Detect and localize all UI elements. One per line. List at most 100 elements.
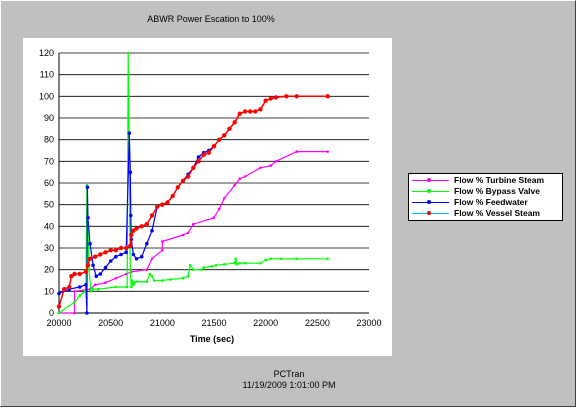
data-point — [200, 268, 203, 272]
data-point — [274, 160, 278, 163]
legend-item-turbine-steam: Flow % Turbine Steam — [409, 175, 562, 186]
data-point — [103, 265, 108, 270]
data-point — [126, 51, 130, 55]
data-point — [148, 272, 152, 276]
data-point — [325, 94, 330, 99]
legend-item-feedwater: Flow % Feedwater — [409, 197, 562, 208]
data-point — [98, 252, 103, 257]
data-point — [269, 164, 273, 167]
y-tick-label: 40 — [44, 221, 54, 231]
legend-item-bypass-valve: Flow % Bypass Valve — [409, 186, 562, 197]
x-axis-label: Time (sec) — [190, 334, 234, 344]
series-bypass-valve — [57, 51, 330, 315]
data-point — [91, 287, 95, 291]
data-point — [132, 283, 135, 287]
data-point — [73, 290, 76, 293]
data-point — [57, 311, 61, 315]
data-point — [170, 193, 175, 199]
data-point — [237, 111, 242, 116]
data-point — [191, 165, 196, 170]
data-point — [73, 300, 76, 304]
data-point — [223, 196, 226, 200]
x-tick-label: 22000 — [253, 318, 278, 328]
data-point — [124, 250, 128, 255]
data-point — [192, 268, 195, 272]
data-point — [214, 264, 218, 267]
data-point — [210, 265, 214, 268]
data-point — [93, 254, 98, 259]
data-point — [235, 263, 238, 266]
legend-marker-vessel-steam — [427, 211, 431, 215]
data-point — [135, 280, 138, 283]
data-point — [223, 263, 226, 266]
data-point — [150, 228, 154, 233]
data-point — [104, 281, 107, 285]
data-point — [57, 291, 61, 296]
data-point — [227, 126, 232, 131]
x-tick-label: 23000 — [356, 318, 381, 328]
data-point — [161, 248, 164, 252]
data-point — [196, 155, 201, 159]
chart-legend: Flow % Turbine Steam Flow % Bypass Valve… — [408, 173, 563, 221]
x-tick-label: 22500 — [305, 318, 330, 328]
y-tick-label: 110 — [40, 70, 54, 80]
data-point — [152, 279, 156, 282]
data-point — [83, 269, 89, 274]
data-point — [202, 266, 205, 269]
legend-label: Flow % Vessel Steam — [454, 208, 540, 218]
data-point — [69, 274, 74, 279]
footer-timestamp: 11/19/2009 1:01:00 PM — [242, 380, 336, 390]
data-point — [129, 268, 132, 272]
data-point — [243, 175, 247, 178]
data-point — [131, 252, 136, 257]
y-tick-label: 90 — [44, 113, 54, 123]
grid — [59, 52, 369, 292]
data-point — [134, 226, 139, 231]
data-point — [243, 261, 247, 265]
data-point — [258, 107, 263, 112]
data-point — [139, 254, 144, 259]
y-tick-label: 120 — [39, 48, 54, 58]
data-point — [161, 279, 164, 282]
data-point — [165, 200, 170, 205]
data-point — [284, 94, 289, 99]
data-point — [155, 204, 160, 209]
data-point — [169, 278, 172, 281]
data-point — [145, 241, 149, 246]
data-point — [91, 263, 95, 268]
data-point — [196, 159, 201, 164]
y-tick-label: 100 — [39, 91, 54, 101]
data-point — [150, 274, 154, 278]
data-point — [85, 311, 89, 315]
data-point — [97, 287, 100, 291]
data-point — [98, 272, 103, 276]
data-point — [181, 277, 185, 280]
data-point — [211, 144, 217, 149]
data-point — [217, 137, 222, 142]
data-point — [114, 285, 118, 289]
data-point — [263, 98, 268, 103]
data-point — [85, 263, 91, 268]
data-point — [134, 257, 139, 261]
data-point — [145, 268, 149, 272]
data-point — [160, 202, 165, 207]
x-tick-label: 21500 — [201, 318, 226, 328]
legend-label: Flow % Turbine Steam — [454, 175, 545, 185]
data-point — [145, 280, 149, 283]
data-point — [201, 152, 206, 157]
data-point — [67, 284, 72, 290]
data-point — [114, 277, 118, 280]
series-line — [58, 52, 328, 314]
data-point — [78, 294, 81, 298]
data-point — [114, 254, 118, 259]
legend-marker-feedwater — [427, 200, 431, 204]
data-point — [295, 257, 299, 261]
data-point — [93, 283, 97, 287]
data-point — [94, 274, 98, 279]
legend-item-vessel-steam: Flow % Vessel Steam — [409, 208, 562, 219]
data-point — [108, 248, 113, 253]
tick-labels: 0 10 20 30 40 50 60 70 80 90 100 110 120 20000 20500 21… — [39, 48, 382, 328]
data-point — [238, 261, 242, 265]
data-point — [129, 213, 133, 218]
data-point — [180, 178, 186, 183]
